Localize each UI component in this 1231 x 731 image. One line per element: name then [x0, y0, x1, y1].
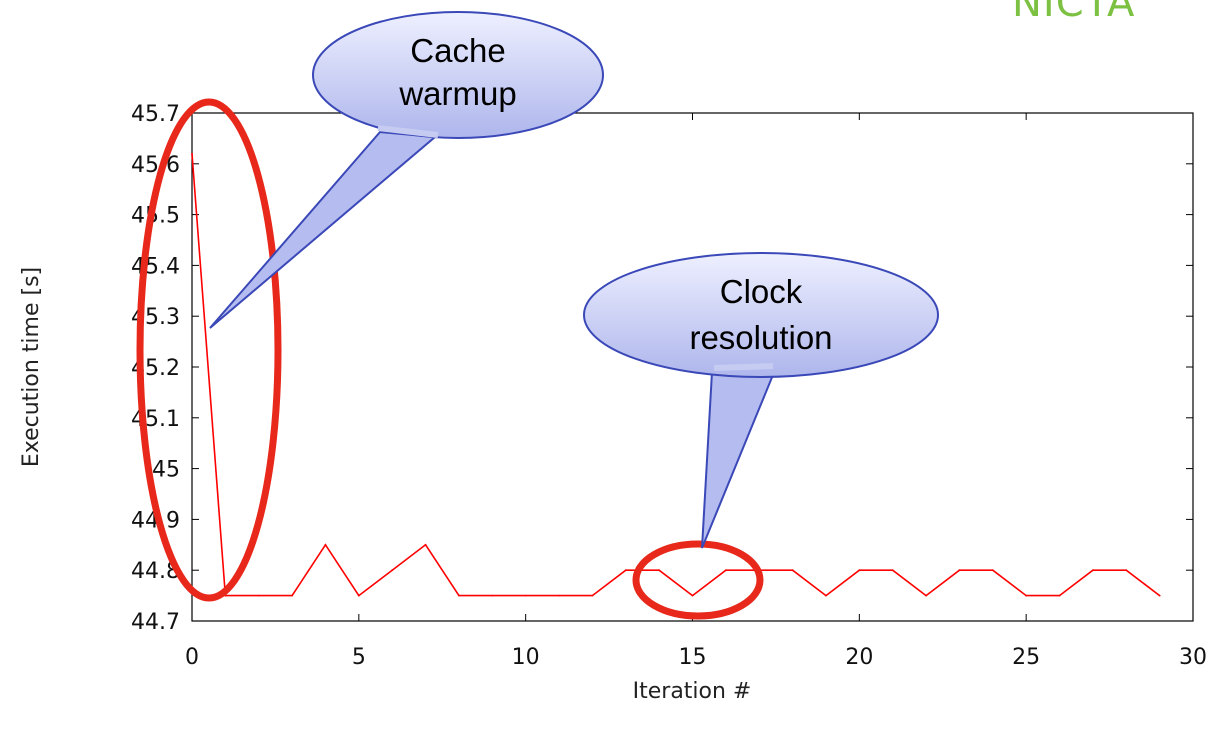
data-point [624, 569, 627, 572]
data-point [558, 594, 560, 597]
data-point [1058, 594, 1061, 597]
data-point [891, 569, 894, 572]
x-tick-label: 15 [679, 645, 707, 670]
y-tick-label: 45.4 [131, 254, 180, 279]
data-point [591, 594, 594, 597]
data-point [1125, 569, 1128, 572]
data-point [257, 594, 260, 597]
data-point [524, 594, 527, 597]
data-point [925, 594, 927, 597]
data-point [458, 594, 460, 597]
x-tick-label: 30 [1179, 645, 1207, 670]
data-point [658, 569, 661, 572]
data-point [391, 569, 394, 572]
y-axis-title: Execution time [s] [19, 267, 44, 467]
data-point [825, 594, 827, 597]
y-tick-label: 45.1 [131, 407, 180, 432]
data-point [357, 594, 360, 597]
data-point [791, 569, 794, 572]
highlight-ellipse-clock [632, 540, 764, 620]
callout-cache-warmup-line1: Cache [410, 32, 505, 69]
callout-clock-resolution-line1: Clock [720, 273, 803, 310]
x-axis-title: Iteration # [633, 679, 752, 704]
series-line [191, 153, 1161, 597]
data-point [1025, 594, 1028, 597]
highlight-ellipse-warmup [136, 98, 282, 602]
data-point [724, 569, 727, 572]
y-tick-label: 45.6 [131, 153, 180, 178]
y-tick-label: 44.7 [131, 610, 180, 635]
x-tick-label: 10 [512, 645, 540, 670]
y-tick-label: 45 [152, 458, 180, 483]
data-point [424, 543, 427, 546]
x-tick-label: 25 [1012, 645, 1040, 670]
data-point [491, 594, 494, 597]
data-point [991, 569, 994, 572]
callout-clock-resolution: Clock resolution [583, 252, 939, 549]
logo-text: NICTA [1012, 0, 1136, 26]
data-point [858, 569, 861, 572]
x-tick-label: 0 [185, 645, 199, 670]
x-tick-label: 20 [845, 645, 873, 670]
callout-cache-warmup: Cache warmup [209, 11, 604, 329]
x-tick-label: 5 [352, 645, 366, 670]
data-point [1092, 569, 1094, 572]
callout-cache-warmup-line2: warmup [398, 75, 516, 112]
data-point [958, 569, 961, 572]
data-point [291, 594, 293, 597]
data-point [1158, 594, 1161, 597]
data-point [191, 152, 193, 155]
y-tick-label: 45.7 [131, 102, 180, 127]
data-point [324, 543, 327, 546]
data-point [691, 594, 694, 597]
callout-clock-resolution-line2: resolution [689, 319, 832, 356]
